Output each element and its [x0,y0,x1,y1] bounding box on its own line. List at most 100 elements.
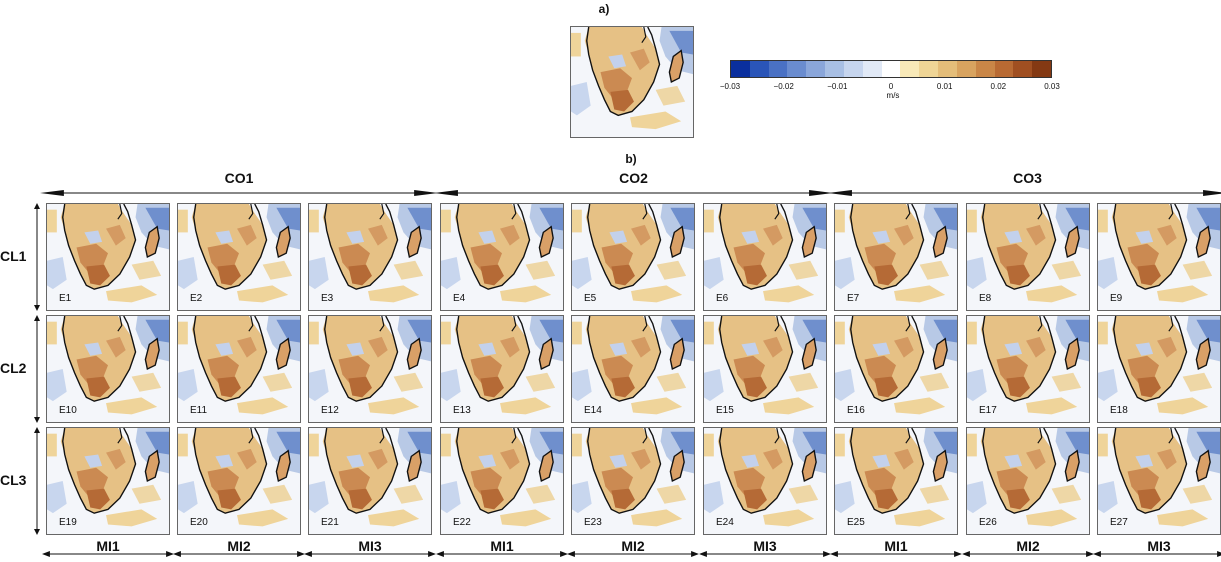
ensemble-map-panel: E7 [834,203,958,311]
ensemble-map-panel: E26 [966,427,1090,535]
group-arrow [40,188,438,198]
panel-label: E22 [453,517,471,528]
colorbar-swatch [731,61,750,77]
africa-map-image [571,27,693,137]
ensemble-map-panel: E4 [440,203,564,311]
colorbar [730,60,1052,78]
panel-label: E12 [321,405,339,416]
panel-label: E21 [321,517,339,528]
panel-label: E25 [847,517,865,528]
ensemble-map-panel: E12 [308,315,432,423]
ensemble-map-panel: E6 [703,203,827,311]
panel-label: E5 [584,293,597,304]
column-label: MI1 [884,538,908,554]
ensemble-map-panel: E1 [46,203,170,311]
colorbar-swatch [900,61,920,77]
column-label: MI3 [1147,538,1171,554]
ensemble-map-panel: E16 [834,315,958,423]
column-label: MI1 [490,538,514,554]
ensemble-map-panel: E10 [46,315,170,423]
row-label: CL3 [0,472,27,488]
colorbar-swatch [975,61,995,77]
panel-label: E17 [979,405,997,416]
colorbar-swatches [731,61,1052,77]
row-arrow [34,203,40,311]
colorbar-swatch [919,61,939,77]
ensemble-map-panel: E14 [571,315,695,423]
ensemble-map-panel: E9 [1097,203,1221,311]
colorbar-swatch [881,61,901,77]
panel-label: E20 [190,517,208,528]
ensemble-map-panel: E27 [1097,427,1221,535]
column-label: MI2 [1016,538,1040,554]
column-label: MI3 [358,538,382,554]
ensemble-map-panel: E11 [177,315,301,423]
colorbar-swatch [862,61,882,77]
colorbar-tick-label: −0.03 [719,82,741,91]
ensemble-map-panel: E21 [308,427,432,535]
ensemble-map-panel: E17 [966,315,1090,423]
ensemble-map-panel: E15 [703,315,827,423]
panel-b-label: b) [625,152,637,166]
panel-label: E13 [453,405,471,416]
ensemble-map-panel: E3 [308,203,432,311]
panel-label: E19 [59,517,77,528]
panel-label: E1 [59,293,72,304]
colorbar-swatch [994,61,1014,77]
colorbar-swatch [825,61,844,77]
row-label: CL1 [0,248,27,264]
ensemble-map-panel: E13 [440,315,564,423]
colorbar-tick-label: 0.03 [1044,82,1060,91]
panel-label: E18 [1110,405,1128,416]
panel-label: E26 [979,517,997,528]
panel-label: E15 [716,405,734,416]
colorbar-swatch [768,61,788,77]
panel-label: E4 [453,293,466,304]
colorbar-swatch [843,61,863,77]
colorbar-swatch [1013,61,1033,77]
panel-label: E24 [716,517,734,528]
group-arrow [828,188,1221,198]
panel-label: E6 [716,293,729,304]
ensemble-map-panel: E2 [177,203,301,311]
colorbar-swatch [749,61,769,77]
ensemble-map-panel: E22 [440,427,564,535]
ensemble-map-panel: E23 [571,427,695,535]
colorbar-swatch [787,61,807,77]
colorbar-swatch [956,61,976,77]
row-arrow [34,315,40,423]
panel-label: E16 [847,405,865,416]
ensemble-map-panel: E24 [703,427,827,535]
panel-label: E27 [1110,517,1128,528]
ensemble-map-panel: E19 [46,427,170,535]
ensemble-map-panel: E5 [571,203,695,311]
ensemble-map-panel: E8 [966,203,1090,311]
group-label: CO1 [224,170,254,186]
row-label: CL2 [0,360,27,376]
column-label: MI3 [753,538,777,554]
panel-label: E2 [190,293,203,304]
column-label: MI1 [96,538,120,554]
group-label: CO3 [1013,170,1042,186]
colorbar-tick-label: −0.02 [773,82,794,91]
column-label: MI2 [621,538,645,554]
colorbar-tick-label: 0.01 [936,82,953,91]
colorbar-unit: m/s [886,91,900,100]
panel-label: E9 [1110,293,1123,304]
colorbar-swatch [938,61,957,77]
column-label: MI2 [227,538,251,554]
row-arrow [34,427,40,535]
panel-label: E14 [584,405,602,416]
panel-label: E23 [584,517,602,528]
group-arrow [434,188,833,198]
colorbar-tick-label: −0.01 [827,82,848,91]
panel-label: E11 [190,405,208,416]
panel-label: E3 [321,293,334,304]
ensemble-map-panel: E18 [1097,315,1221,423]
panel-label: E10 [59,405,77,416]
colorbar-swatch [806,61,826,77]
panel-a-map [570,26,694,138]
group-label: CO2 [619,170,648,186]
panel-label: E8 [979,293,992,304]
ensemble-map-panel: E20 [177,427,301,535]
